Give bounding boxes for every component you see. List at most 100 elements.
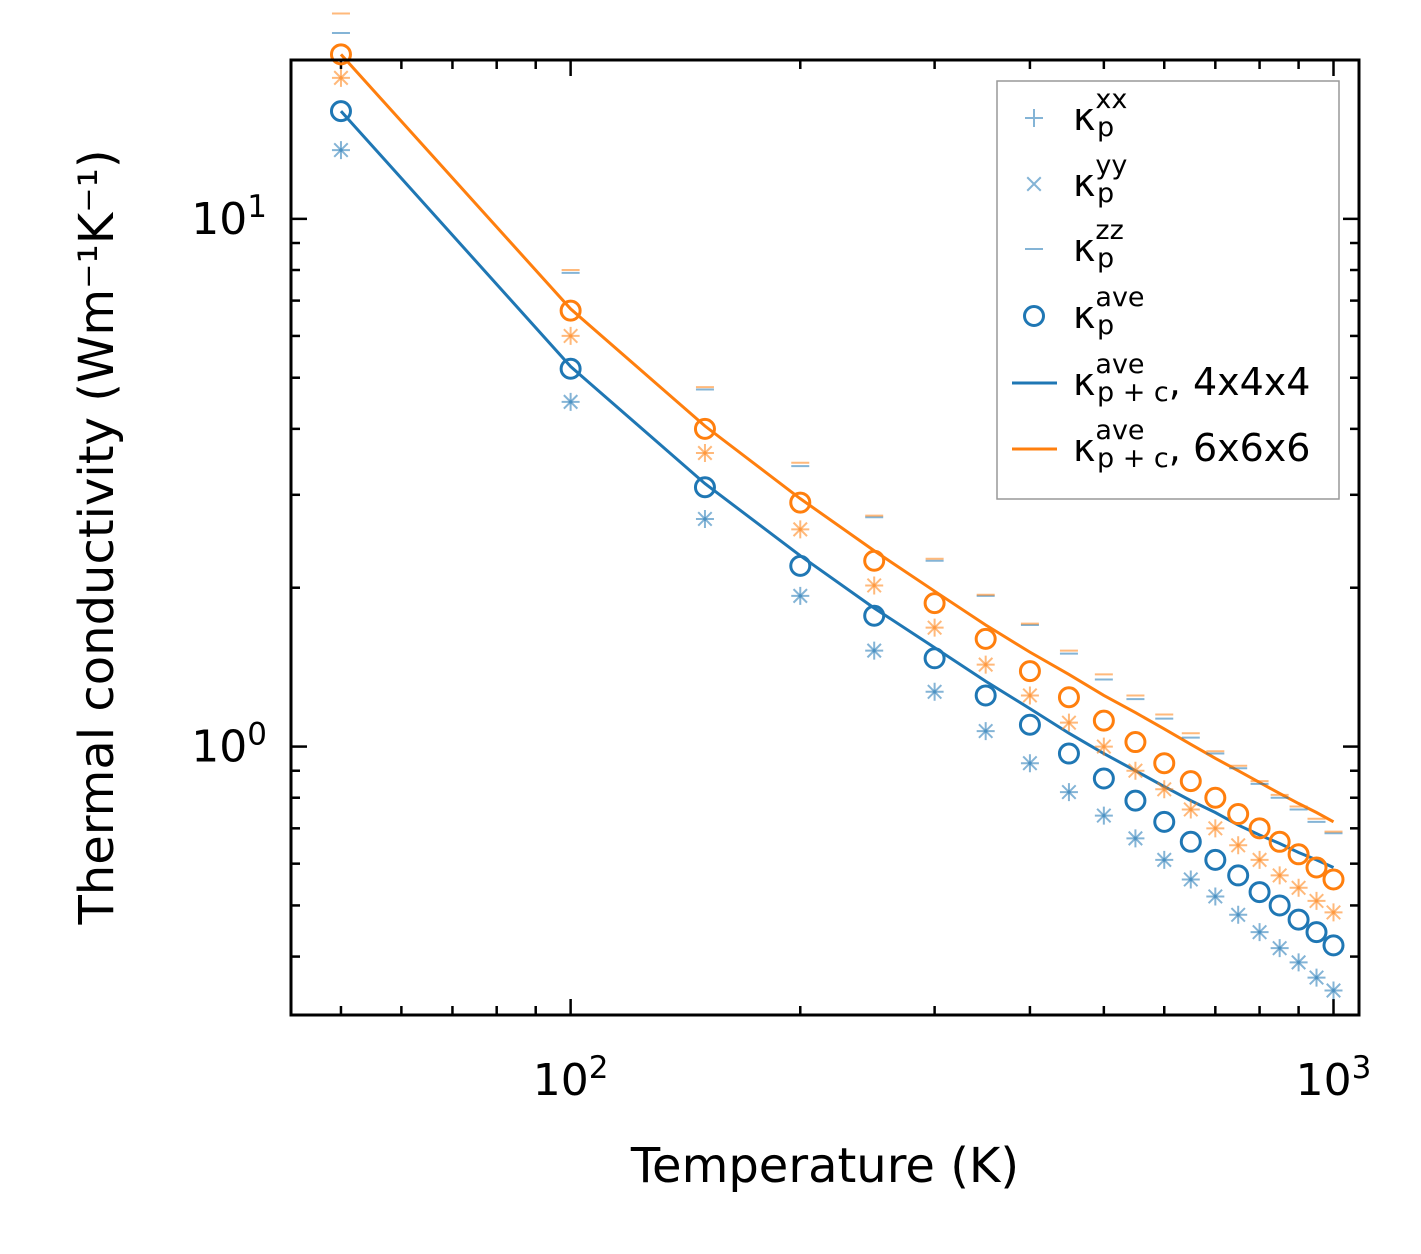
data-point (1268, 830, 1291, 853)
data-point (1061, 784, 1077, 800)
data-point (1153, 752, 1176, 775)
legend-label: κave p + c, 4x4x4 (1073, 349, 1310, 408)
data-point (1018, 660, 1041, 683)
series-4x4x4-p-yy (333, 142, 1341, 998)
data-point (559, 299, 582, 322)
data-point (1057, 742, 1080, 765)
data-point (1291, 880, 1307, 896)
data-point (1061, 715, 1077, 731)
data-point (1207, 820, 1223, 836)
x-axis-label: Temperature (K) (630, 1138, 1019, 1194)
data-point (978, 657, 994, 673)
legend-label: κave p + c, 6x6x6 (1073, 415, 1310, 474)
data-point (1124, 731, 1147, 754)
data-point (1179, 770, 1202, 793)
data-point (1227, 864, 1250, 887)
data-point (559, 357, 582, 380)
data-point (1156, 852, 1172, 868)
data-point (923, 647, 946, 670)
plot-frame (289, 58, 1361, 1017)
data-point (1153, 810, 1176, 833)
legend: κxx p κyy p κzz p κave p κave p + c, 4x4x4 κave p +… (996, 80, 1340, 500)
data-point (1096, 739, 1112, 755)
data-point (693, 476, 716, 499)
data-point (1309, 893, 1324, 909)
data-point (329, 43, 352, 66)
legend-label: κave p (1073, 282, 1145, 341)
legend-marker-swatch (1023, 305, 1045, 327)
legend-item: κxx p (1025, 84, 1127, 143)
data-point (1156, 781, 1172, 797)
data-point (792, 588, 808, 604)
data-point (333, 142, 349, 158)
data-point (333, 70, 349, 86)
data-point (1127, 763, 1143, 779)
data-point (1204, 786, 1227, 809)
data-point (866, 577, 882, 593)
tick-labels: 102 103 100 101 (191, 189, 1371, 1106)
data-point (1322, 868, 1345, 891)
y-axis-label: Thermal conductivity (Wm⁻¹K⁻¹) (69, 149, 125, 925)
data-point (1227, 803, 1250, 826)
data-point (1272, 867, 1288, 883)
legend-item: κave p (1023, 282, 1145, 341)
data-point (923, 592, 946, 615)
data-point (789, 491, 812, 514)
data-point (1252, 924, 1268, 940)
data-point (1022, 755, 1038, 771)
data-point (1248, 881, 1271, 904)
series--p-c-ave-6x6x6 (339, 53, 1335, 824)
data-point (697, 511, 713, 527)
data-point (1183, 802, 1199, 817)
data-point (1230, 907, 1246, 923)
data-point (792, 521, 808, 537)
data-point (1322, 934, 1345, 957)
legend-frame (996, 80, 1340, 500)
data-point (927, 684, 943, 700)
data-point (1326, 983, 1341, 998)
data-point (974, 684, 997, 707)
series-line (339, 53, 1335, 824)
data-point (563, 328, 579, 344)
data-point (1272, 940, 1288, 956)
data-point (1096, 808, 1112, 824)
data-point (1018, 713, 1041, 736)
data-point (1092, 709, 1115, 732)
data-point (1287, 843, 1310, 866)
data-point (927, 620, 943, 636)
data-point (1022, 687, 1038, 703)
legend-marker-swatch (1026, 176, 1042, 192)
legend-label: κxx p (1073, 84, 1127, 143)
series--p-c-ave-4x4x4 (339, 110, 1335, 869)
data-point (1092, 767, 1115, 790)
data-point (863, 549, 886, 572)
data-point (978, 723, 994, 739)
legend-item: κyy p (1026, 150, 1127, 209)
series-4x4x4-p-zz (331, 32, 1343, 835)
x-tick-label: 103 (1296, 1050, 1372, 1106)
data-point (974, 627, 997, 650)
y-tick-label: 100 (191, 717, 267, 773)
legend-item: κave p + c, 4x4x4 (1012, 349, 1310, 408)
data-point (1287, 908, 1310, 931)
data-point (693, 417, 716, 440)
data-point (1179, 830, 1202, 853)
data-point (1248, 817, 1271, 840)
data-point (1207, 888, 1223, 904)
data-point (1326, 904, 1341, 920)
legend-item: κave p + c, 6x6x6 (1012, 415, 1310, 474)
series-4x4x4-p-ave (329, 100, 1345, 957)
data-point (789, 554, 812, 577)
data-point (1230, 837, 1246, 853)
data-point (1057, 686, 1080, 709)
legend-item: κzz p (1025, 215, 1124, 274)
major-ticks (291, 60, 1359, 1015)
y-tick-label: 101 (191, 189, 267, 245)
legend-marker-swatch (1025, 109, 1043, 127)
data-point (1204, 848, 1227, 871)
legend-label: κzz p (1073, 215, 1124, 274)
legend-label: κyy p (1073, 150, 1127, 209)
series-line (339, 110, 1335, 869)
data-point (1305, 856, 1328, 879)
